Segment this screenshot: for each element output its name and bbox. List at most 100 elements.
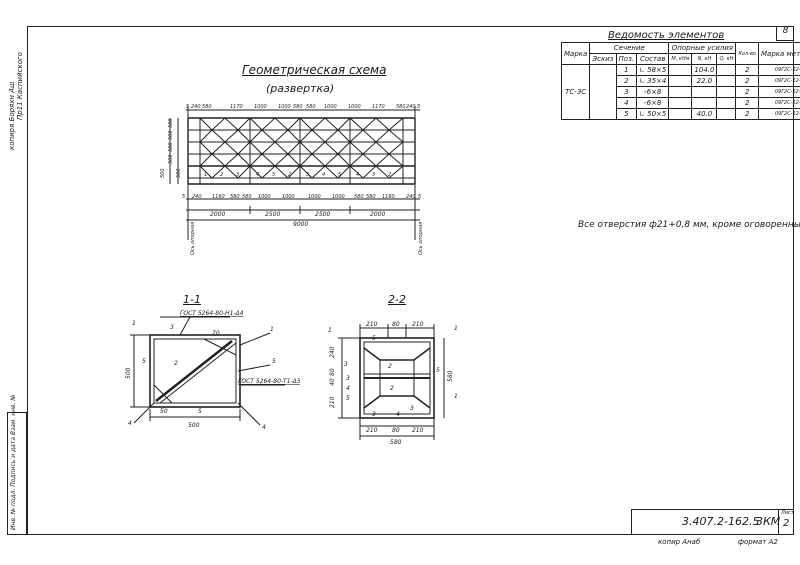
row-pos: 5 bbox=[615, 108, 638, 120]
schedule-table: Марка Сечение Опорные усилия Кол-во Марк… bbox=[560, 42, 800, 120]
callout: 5 bbox=[436, 367, 440, 374]
height-dim: 500 bbox=[168, 142, 174, 152]
title-stamp: 3.407.2-162.5 3КМ Лист 2 bbox=[631, 509, 794, 535]
hdr-mark: Марка bbox=[560, 42, 591, 65]
top-dim: 240 bbox=[191, 104, 201, 110]
callout: 5 bbox=[198, 408, 202, 415]
hdr-metal: Марка металла bbox=[758, 42, 800, 65]
footer-copied: копир Анаб bbox=[658, 538, 701, 546]
hdr-M: M, кНм bbox=[668, 53, 693, 65]
callout: 1 bbox=[132, 320, 136, 327]
group-dim: 2000 bbox=[370, 211, 385, 218]
section-1-dim-70: 70 bbox=[212, 330, 220, 337]
callout: 1 bbox=[328, 327, 332, 334]
row-N bbox=[691, 97, 718, 109]
row-pos: 2 bbox=[615, 75, 638, 87]
row-metal: 09Г2С-12-1 bbox=[758, 97, 800, 109]
top-dim: 1000 bbox=[254, 104, 267, 110]
callout: 2 bbox=[174, 360, 178, 367]
top-dim: 1000 bbox=[324, 104, 337, 110]
section-1-title: 1-1 bbox=[183, 293, 201, 306]
holes-note: Все отверстия ф21+0,8 мм, кроме оговорен… bbox=[578, 220, 800, 230]
schedule-title: Ведомость элементов bbox=[608, 30, 725, 41]
section-2-height: 580 bbox=[447, 370, 454, 382]
section-2-width: 580 bbox=[390, 439, 402, 446]
dim-bottom: 210 bbox=[412, 427, 424, 434]
height-dim: 500 bbox=[168, 118, 174, 128]
row-comp: -6×8 bbox=[636, 86, 670, 98]
height-dim: 500 bbox=[176, 168, 182, 178]
callout: 3 bbox=[410, 405, 414, 412]
top-dim: 240 bbox=[406, 104, 416, 110]
row-metal: 09Г2С-12-1 bbox=[758, 64, 800, 76]
brace-label: 4 bbox=[256, 172, 259, 178]
callout: 5 bbox=[272, 358, 276, 365]
geometric-scheme-drawing: 5 240 580 1170 1000 1000 580 580 1000 10… bbox=[160, 104, 424, 255]
row-comp: ∟ 58×5 bbox=[636, 64, 670, 76]
bottom-dim: 1000 bbox=[282, 194, 295, 200]
dim-top: 80 bbox=[392, 321, 400, 328]
left-dim: 210 bbox=[329, 396, 336, 408]
row-Q bbox=[716, 108, 737, 120]
brace-label: 4 bbox=[322, 172, 325, 178]
row-count: 2 bbox=[735, 75, 759, 87]
section-2-title: 2-2 bbox=[388, 293, 406, 306]
top-dim: 580 bbox=[396, 104, 406, 110]
left-dim: 40 bbox=[329, 378, 336, 386]
row-Q bbox=[716, 97, 737, 109]
drawing-frame bbox=[27, 26, 794, 535]
row-count: 2 bbox=[735, 97, 759, 109]
row-M bbox=[668, 64, 693, 76]
height-dim: 500 bbox=[160, 168, 166, 178]
brace-label: 3 bbox=[372, 172, 375, 178]
callout: 2 bbox=[388, 363, 392, 370]
callout: 3 bbox=[346, 375, 350, 382]
brace-label: 4 bbox=[356, 172, 359, 178]
hdr-pos: Поз. bbox=[615, 53, 638, 65]
row-metal: 09Г2С-12-1 bbox=[758, 86, 800, 98]
brace-label: 2 bbox=[388, 172, 391, 178]
row-N: 22.0 bbox=[691, 75, 718, 87]
group-dim: 2500 bbox=[315, 211, 330, 218]
brace-label: 3 bbox=[306, 172, 309, 178]
side-label-inventory: Инв. № подл. Подпись и дата Взам. инв. № bbox=[10, 394, 17, 530]
bottom-dim: 5 bbox=[418, 194, 421, 200]
group-dim: 2000 bbox=[210, 211, 225, 218]
brace-label: 5 bbox=[272, 172, 275, 178]
row-comp: ∟ 50×5 bbox=[636, 108, 670, 120]
top-dim: 5 bbox=[186, 104, 189, 110]
top-dim: 580 bbox=[293, 104, 303, 110]
row-M bbox=[668, 108, 693, 120]
row-count: 2 bbox=[735, 86, 759, 98]
row-pos: 3 bbox=[615, 86, 638, 98]
dim-top: 210 bbox=[412, 321, 424, 328]
row-N: 104.0 bbox=[691, 64, 718, 76]
bottom-dim: 580 bbox=[366, 194, 376, 200]
bottom-dim: 5 bbox=[182, 194, 185, 200]
callout: 4 bbox=[262, 424, 266, 431]
gost-right-label: ГОСТ 5264-80-Т1-Δ5 bbox=[238, 378, 300, 385]
bottom-dim: 1160 bbox=[212, 194, 225, 200]
top-dim: 580 bbox=[306, 104, 316, 110]
brace-label: 5 bbox=[338, 172, 341, 178]
row-M bbox=[668, 86, 693, 98]
row-metal: 09Г2С-12-1 bbox=[758, 75, 800, 87]
bottom-dim: 1160 bbox=[382, 194, 395, 200]
callout: 2 bbox=[390, 385, 394, 392]
dim-bottom: 210 bbox=[366, 427, 378, 434]
callout: 4 bbox=[396, 411, 400, 418]
total-dim: 9000 bbox=[293, 221, 308, 228]
hdr-count: Кол-во bbox=[735, 42, 759, 65]
top-dim: 5 bbox=[417, 104, 420, 110]
hdr-N: N, кН bbox=[691, 53, 718, 65]
bottom-dim: 580 bbox=[242, 194, 252, 200]
scheme-title: Геометрическая схема bbox=[242, 63, 387, 77]
axis-right-label: Ось опорная bbox=[418, 222, 424, 255]
row-mark: ТС-3С bbox=[560, 64, 591, 120]
row-pos: 1 bbox=[615, 64, 638, 76]
callout: 3 bbox=[372, 411, 376, 418]
bottom-dim: 1000 bbox=[258, 194, 271, 200]
left-dim: 80 bbox=[329, 368, 336, 376]
callout: 5 bbox=[142, 358, 146, 365]
side-strip bbox=[7, 412, 27, 535]
